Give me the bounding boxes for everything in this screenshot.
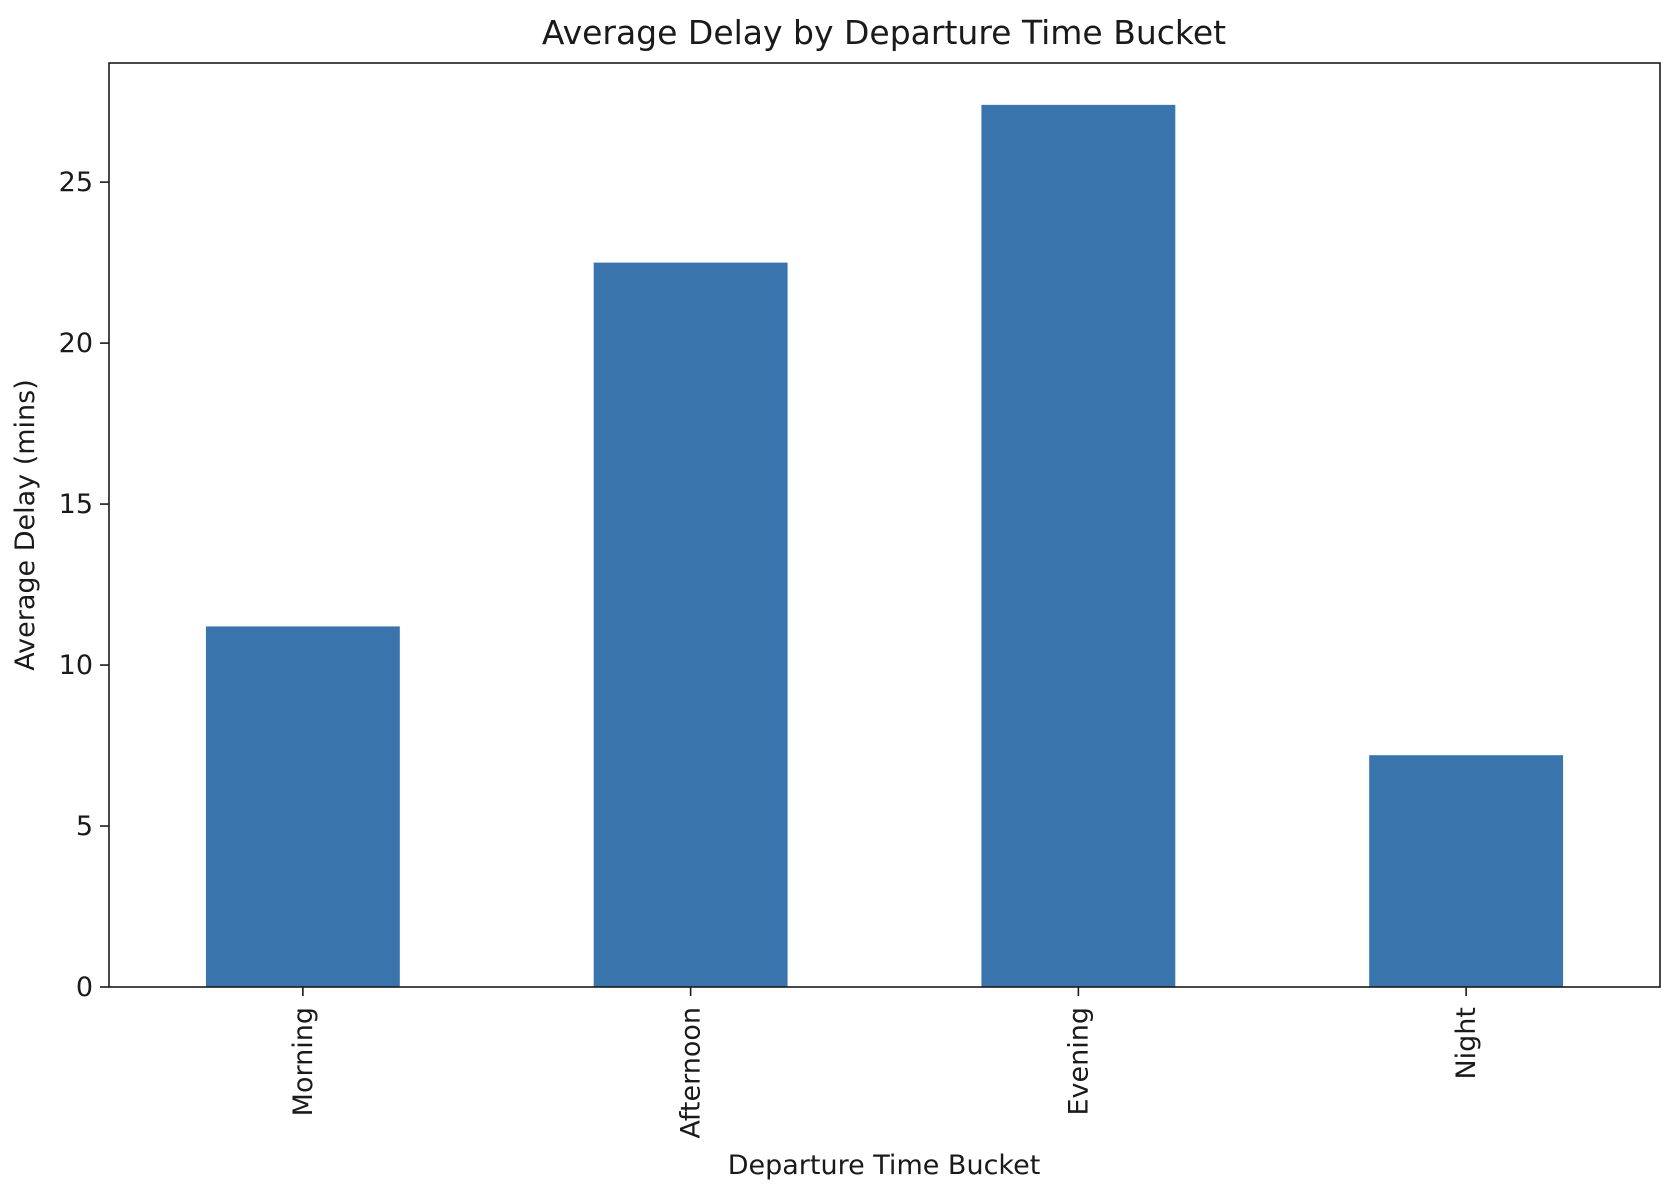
bar-morning	[205, 626, 400, 987]
bar-afternoon	[593, 262, 788, 987]
y-tick-label: 25	[59, 167, 93, 198]
y-tick-label: 20	[59, 328, 93, 359]
x-tick-label: Morning	[288, 1007, 319, 1116]
y-axis-ticks: 0 5 10 15 20 25	[59, 167, 109, 1003]
x-tick-label: Afternoon	[676, 1007, 707, 1139]
chart-title: Average Delay by Departure Time Bucket	[542, 13, 1226, 52]
bar-evening	[981, 104, 1176, 988]
x-tick-label: Night	[1451, 1007, 1482, 1080]
plot-frame	[108, 62, 1661, 988]
y-axis-label: Average Delay (mins)	[10, 379, 41, 671]
y-tick-label: 5	[76, 811, 93, 842]
x-axis-ticks: Morning Afternoon Evening Night	[288, 987, 1482, 1139]
x-tick-label: Evening	[1063, 1007, 1094, 1116]
bars-group	[205, 104, 1564, 988]
x-axis-label: Departure Time Bucket	[728, 1150, 1041, 1181]
y-tick-label: 0	[76, 972, 93, 1003]
y-tick-label: 10	[59, 650, 93, 681]
y-tick-label: 15	[59, 489, 93, 520]
bar-night	[1369, 755, 1564, 987]
